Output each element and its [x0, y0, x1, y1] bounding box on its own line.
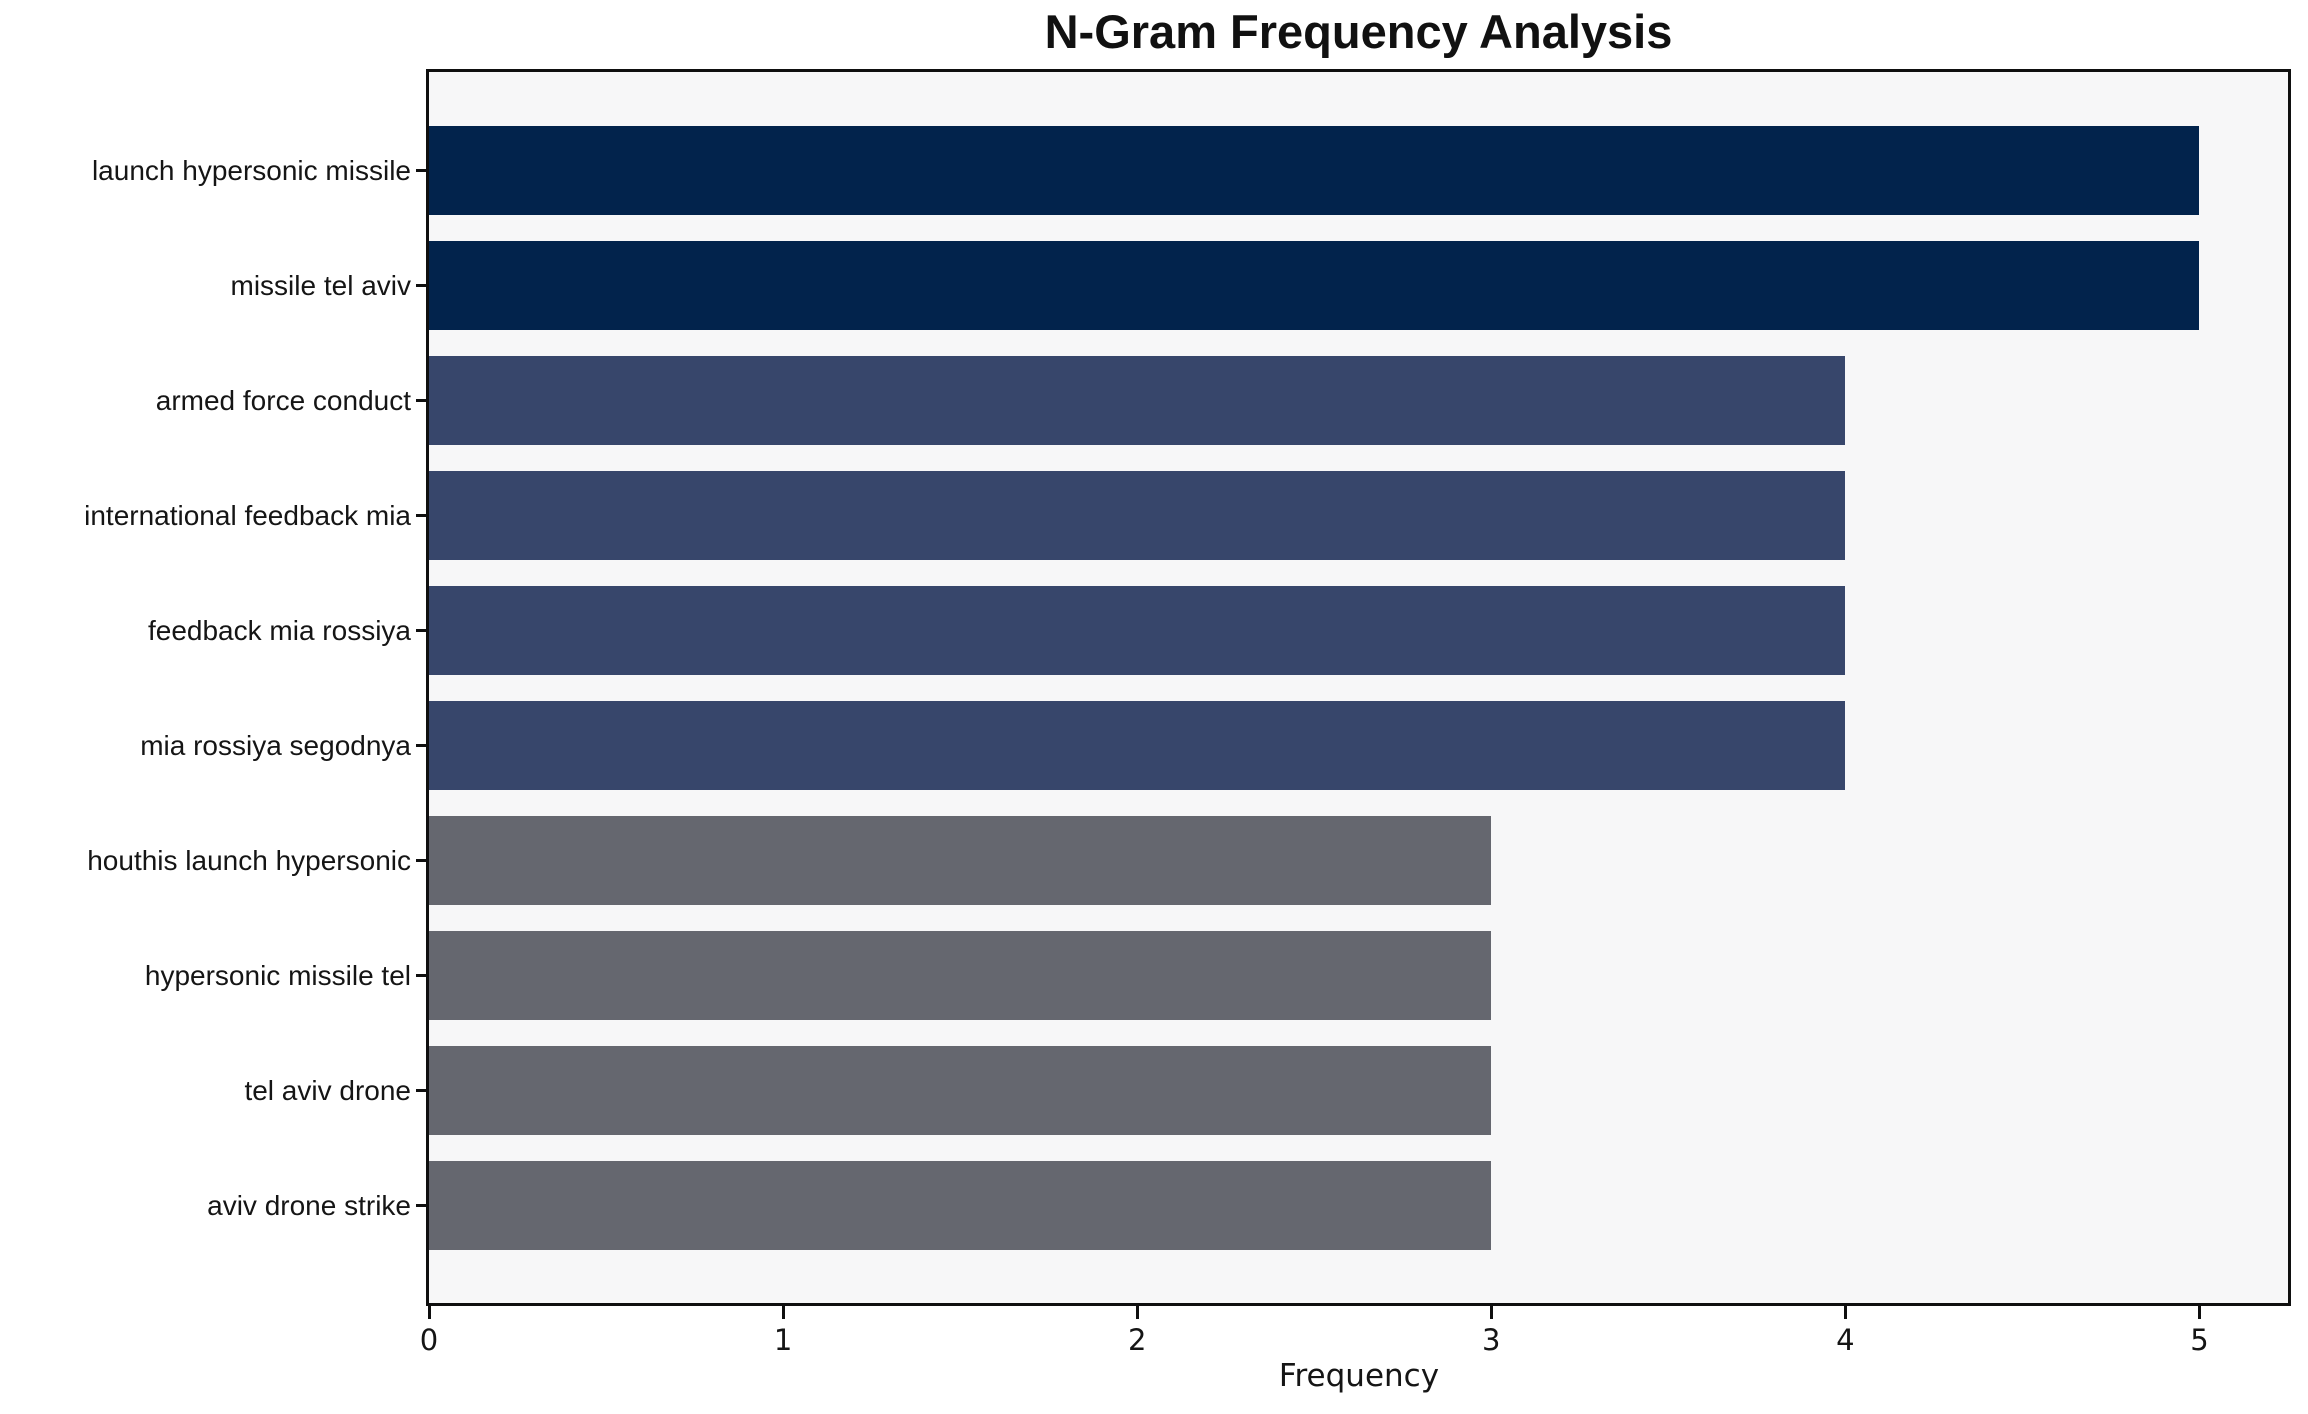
- bar: [429, 931, 1492, 1020]
- bar: [429, 356, 1846, 445]
- bar: [429, 1046, 1492, 1135]
- bar: [429, 241, 2200, 330]
- x-tick-label: 3: [1482, 1323, 1501, 1357]
- y-axis-label: mia rossiya segodnya: [140, 730, 411, 761]
- y-axis-label: aviv drone strike: [207, 1190, 411, 1221]
- y-axis-label: tel aviv drone: [244, 1075, 411, 1106]
- x-tick-mark: [427, 1306, 431, 1319]
- x-axis-title: Frequency: [1278, 1358, 1440, 1394]
- bar: [429, 471, 1846, 560]
- y-tick-mark: [416, 169, 429, 172]
- bar: [429, 701, 1846, 790]
- y-tick-mark: [416, 859, 429, 862]
- x-tick-label: 0: [419, 1323, 439, 1357]
- chart-title: N-Gram Frequency Analysis: [1044, 5, 1673, 58]
- x-tick-label: 1: [773, 1323, 793, 1357]
- y-axis-label: launch hypersonic missile: [91, 155, 411, 186]
- y-tick-mark: [416, 284, 429, 287]
- bar: [429, 126, 2200, 215]
- y-tick-mark: [416, 1089, 429, 1092]
- x-tick-mark: [2197, 1306, 2201, 1319]
- x-tick-label: 4: [1836, 1323, 1855, 1357]
- y-tick-mark: [416, 629, 429, 632]
- y-axis-labels: launch hypersonic missile missile tel avi…: [0, 72, 411, 1303]
- x-tick-label: 5: [2190, 1323, 2209, 1357]
- x-tick-label: 2: [1127, 1323, 1147, 1357]
- y-tick-mark: [416, 514, 429, 517]
- x-tick-mark: [1135, 1306, 1139, 1319]
- y-axis-label: feedback mia rossiya: [147, 615, 411, 646]
- bars-container: [429, 72, 2288, 1303]
- y-tick-mark: [416, 974, 429, 977]
- y-tick-mark: [416, 744, 429, 747]
- y-axis-label: hypersonic missile tel: [144, 960, 411, 991]
- bar: [429, 816, 1492, 905]
- y-axis-label: houthis launch hypersonic: [87, 845, 411, 876]
- plot-area: [426, 69, 2291, 1306]
- x-tick-mark: [781, 1306, 785, 1319]
- bar: [429, 586, 1846, 675]
- y-tick-mark: [416, 1204, 429, 1207]
- y-axis-label: missile tel aviv: [230, 270, 411, 301]
- x-tick-mark: [1489, 1306, 1493, 1319]
- y-axis-label: international feedback mia: [84, 500, 411, 531]
- y-tick-mark: [416, 399, 429, 402]
- x-tick-mark: [1843, 1306, 1847, 1319]
- bar: [429, 1161, 1492, 1250]
- y-axis-label: armed force conduct: [155, 385, 411, 416]
